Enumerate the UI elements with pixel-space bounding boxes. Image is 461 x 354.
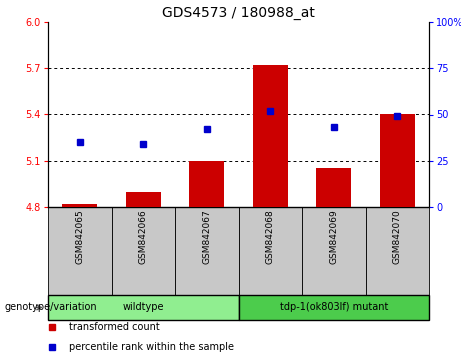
Bar bbox=[175, 207, 238, 295]
Text: GSM842066: GSM842066 bbox=[139, 210, 148, 264]
Text: percentile rank within the sample: percentile rank within the sample bbox=[69, 342, 234, 352]
Bar bbox=[48, 295, 238, 320]
Bar bbox=[189, 161, 224, 207]
Bar bbox=[302, 207, 366, 295]
Text: GSM842065: GSM842065 bbox=[75, 210, 84, 264]
Text: transformed count: transformed count bbox=[69, 322, 160, 332]
Title: GDS4573 / 180988_at: GDS4573 / 180988_at bbox=[162, 6, 315, 19]
Bar bbox=[366, 207, 429, 295]
Text: genotype/variation: genotype/variation bbox=[5, 303, 97, 313]
Bar bbox=[112, 207, 175, 295]
Bar bbox=[126, 192, 161, 207]
Text: tdp-1(ok803lf) mutant: tdp-1(ok803lf) mutant bbox=[279, 303, 388, 313]
Text: GSM842068: GSM842068 bbox=[266, 210, 275, 264]
Bar bbox=[62, 204, 97, 207]
Bar bbox=[48, 207, 112, 295]
Text: GSM842067: GSM842067 bbox=[202, 210, 211, 264]
Bar bbox=[253, 65, 288, 207]
Text: GSM842070: GSM842070 bbox=[393, 210, 402, 264]
Bar bbox=[238, 207, 302, 295]
Bar bbox=[380, 114, 415, 207]
Text: wildtype: wildtype bbox=[123, 303, 164, 313]
Bar bbox=[316, 169, 351, 207]
Text: GSM842069: GSM842069 bbox=[329, 210, 338, 264]
Bar bbox=[238, 295, 429, 320]
